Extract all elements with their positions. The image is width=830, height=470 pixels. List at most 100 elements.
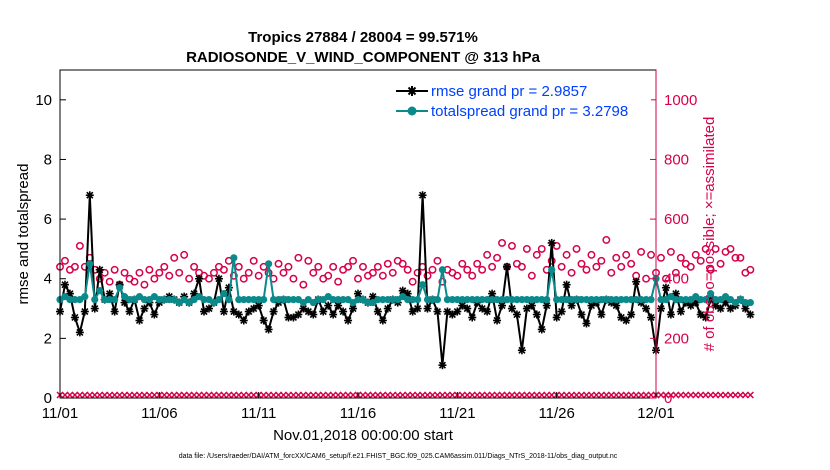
- obs_possible-point: [612, 253, 621, 262]
- rmse-point: [562, 280, 571, 289]
- totalspread-point: [672, 296, 680, 304]
- obs_assimilated-point: [746, 391, 754, 399]
- totalspread-point: [225, 296, 233, 304]
- totalspread-point: [111, 296, 119, 304]
- footer-data-file: data file: /Users/raeder/DAI/ATM_forcXX/…: [179, 453, 618, 460]
- rmse-point: [503, 262, 511, 271]
- x-tick-label: 11/11: [241, 405, 276, 422]
- obs_possible-point: [61, 256, 69, 265]
- obs_possible-point: [428, 265, 437, 274]
- rmse-point: [656, 304, 665, 313]
- totalspread-point: [81, 293, 89, 301]
- rmse-point: [532, 310, 541, 319]
- chart-title: Tropics 27884 / 28004 = 99.571%: [248, 29, 478, 46]
- obs_possible-point: [205, 274, 213, 283]
- obs_possible-point: [592, 262, 601, 271]
- totalspread-point: [230, 254, 238, 262]
- totalspread-point: [284, 296, 293, 304]
- obs_possible-point: [145, 265, 154, 274]
- obs_possible-point: [473, 259, 482, 268]
- rmse-point: [493, 316, 502, 325]
- totalspread-point: [215, 296, 223, 304]
- totalspread-point: [523, 296, 531, 304]
- obs_possible-point: [627, 259, 636, 268]
- obs_possible-point: [354, 274, 362, 283]
- obs_possible-point: [314, 262, 323, 271]
- obs_possible-point: [229, 271, 238, 280]
- obs_possible-point: [284, 262, 293, 271]
- totalspread-point: [746, 298, 754, 307]
- rmse-point: [254, 301, 263, 310]
- totalspread-point: [498, 296, 506, 304]
- obs_possible-point: [676, 253, 685, 262]
- totalspread-point: [106, 296, 114, 304]
- rmse-point: [140, 304, 149, 313]
- rmse-point: [647, 313, 656, 322]
- totalspread-point: [712, 296, 720, 304]
- rmse-point: [125, 307, 134, 316]
- totalspread-point: [274, 296, 283, 304]
- rmse-point: [632, 277, 641, 286]
- obs_possible-point: [423, 271, 432, 280]
- rmse-point: [597, 310, 606, 319]
- rmse-point: [383, 304, 392, 313]
- rmse-point: [507, 304, 516, 313]
- obs_possible-point: [597, 256, 606, 265]
- obs_possible-point: [587, 250, 596, 259]
- obs_possible-point: [726, 244, 735, 253]
- totalspread-point: [533, 296, 541, 304]
- obs_possible-point: [493, 253, 502, 262]
- y-tick-label: 2: [44, 330, 52, 347]
- totalspread-point: [577, 296, 586, 304]
- totalspread-point: [741, 298, 750, 307]
- legend-box: [393, 80, 651, 124]
- obs_possible-point: [711, 244, 720, 253]
- totalspread-point: [101, 296, 109, 304]
- obs_possible-point: [294, 253, 303, 262]
- totalspread-point: [707, 290, 715, 298]
- rmse-point: [195, 274, 204, 283]
- legend-totalspread-marker-icon: [407, 106, 417, 116]
- totalspread-point: [602, 296, 610, 304]
- totalspread-point: [478, 296, 486, 304]
- rmse-point: [80, 307, 89, 316]
- totalspread-point: [314, 296, 322, 304]
- totalspread-point: [632, 296, 640, 304]
- obs_possible-point: [334, 277, 343, 286]
- obs_possible-point: [488, 262, 497, 271]
- totalspread-point: [657, 296, 665, 304]
- totalspread-point: [682, 296, 690, 304]
- obs_possible-point: [517, 262, 526, 271]
- totalspread-point: [200, 296, 208, 304]
- obs_possible-point: [408, 277, 417, 286]
- rmse-point: [339, 307, 348, 316]
- rmse-point: [239, 316, 248, 325]
- rmse-point: [716, 304, 725, 313]
- obs_possible-point: [607, 268, 616, 277]
- rmse-point: [488, 289, 497, 298]
- totalspread-point: [414, 296, 422, 304]
- totalspread-point: [647, 296, 655, 304]
- rmse-point: [200, 307, 209, 316]
- rmse-point: [329, 310, 338, 319]
- obs_possible-point: [175, 268, 184, 277]
- y-tick-label: 0: [44, 390, 52, 407]
- rmse-point: [642, 304, 651, 313]
- obs_possible-point: [110, 265, 119, 274]
- y2-tick-label: 200: [664, 330, 689, 347]
- rmse-point: [661, 283, 670, 292]
- rmse-point: [537, 325, 546, 334]
- obs_possible-point: [279, 268, 288, 277]
- totalspread-point: [538, 296, 546, 304]
- obs_possible-point: [622, 250, 631, 259]
- legend-totalspread-label: totalspread grand pr = 3.2798: [431, 103, 628, 120]
- totalspread-point: [265, 260, 273, 268]
- obs_possible-point: [155, 268, 164, 277]
- obs_possible-point: [185, 274, 194, 283]
- obs_possible-point: [234, 262, 243, 271]
- obs_possible-point: [100, 268, 109, 277]
- obs_possible-point: [706, 265, 715, 274]
- obs_possible-point: [274, 259, 283, 268]
- obs_possible-point: [75, 241, 84, 250]
- totalspread-point: [553, 296, 561, 304]
